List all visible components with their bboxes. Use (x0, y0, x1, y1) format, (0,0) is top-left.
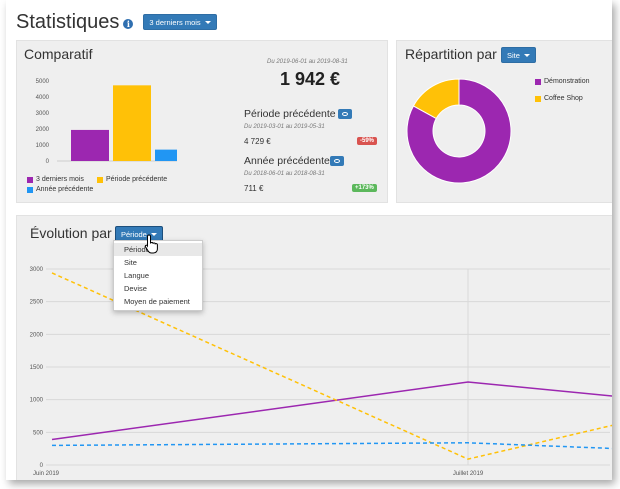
repartition-dropdown-label: Site (507, 50, 520, 60)
legend-item-periode-precedente: Période précédente (97, 176, 167, 183)
pie-slice (406, 78, 512, 184)
hand-cursor-icon (144, 234, 158, 254)
comparatif-bar-chart: 0 1000 2000 3000 4000 5000 (36, 79, 177, 165)
previous-year-dates: Du 2018-06-01 au 2018-08-31 (244, 171, 325, 177)
bar-y-tick-label: 2000 (36, 127, 50, 133)
previous-year-badge: +173% (352, 184, 377, 192)
legend-swatch-yellow (535, 95, 541, 102)
current-date-range: Du 2019-06-01 au 2019-08-31 (267, 59, 348, 65)
statistics-page: Statistiques i 3 derniers mois Comparati… (6, 0, 612, 480)
x-tick-label: Juillet 2019 (453, 471, 484, 477)
x-tick-label: Juin 2019 (33, 471, 60, 477)
pie-slice (412, 78, 460, 120)
legend-item-coffee-shop: Coffee Shop (535, 95, 583, 102)
previous-period-badge: -59% (357, 137, 378, 145)
series-line (51, 272, 612, 460)
chevron-down-icon (150, 232, 157, 236)
legend-swatch-yellow (97, 176, 103, 183)
page-title: Statistiques (16, 10, 120, 33)
y-tick-label: 0 (40, 463, 44, 469)
bar-y-tick-label: 0 (46, 159, 50, 165)
dropdown-item-devise[interactable]: Devise (124, 284, 147, 293)
legend-swatch-purple (27, 176, 33, 183)
bar-y-tick-label: 4000 (36, 95, 50, 101)
eye-icon[interactable] (330, 156, 344, 166)
legend-label: Coffee Shop (544, 95, 583, 102)
y-tick-label: 2000 (30, 332, 44, 338)
bar-y-tick-label: 5000 (36, 79, 50, 85)
dropdown-item-moyen-de-paiement[interactable]: Moyen de paiement (124, 297, 190, 306)
legend-item-annee-precedente: Année précédente (27, 186, 93, 193)
previous-period-value: 4 729 € (244, 137, 271, 146)
previous-period-dates: Du 2019-03-01 au 2019-05-31 (244, 124, 325, 130)
comparatif-title: Comparatif (24, 46, 93, 62)
legend-item-demonstration: Démonstration (535, 78, 590, 85)
series-line (51, 442, 612, 450)
legend-swatch-blue (27, 186, 33, 193)
legend-label: Année précédente (36, 186, 94, 193)
eye-icon[interactable] (338, 109, 352, 119)
series-line (51, 381, 612, 441)
info-icon[interactable]: i (123, 18, 134, 29)
range-dropdown-button[interactable]: 3 derniers mois (143, 14, 217, 30)
y-tick-label: 3000 (30, 267, 44, 273)
evolution-title: Évolution par (30, 225, 112, 241)
page-header: Statistiques i 3 derniers mois (16, 10, 217, 34)
repartition-dropdown-button[interactable]: Site (501, 47, 536, 63)
y-tick-label: 2500 (30, 300, 44, 306)
chevron-down-icon (523, 53, 530, 57)
bar (155, 149, 177, 161)
bar-y-tick-label: 3000 (36, 111, 50, 117)
dropdown-item-langue[interactable]: Langue (124, 271, 150, 280)
evolution-dropdown-menu: Période Site Langue Devise Moyen de paie… (113, 240, 203, 311)
bar (113, 85, 151, 161)
range-dropdown-label: 3 derniers mois (149, 17, 201, 27)
repartition-panel: Répartition par Site Démonstration Coffe… (396, 40, 612, 203)
dropdown-item-periode[interactable]: Période (114, 243, 202, 256)
evolution-line-chart: 0 500 1000 1500 2000 2500 3000 Juin 2019 Juillet… (30, 267, 612, 477)
evolution-dropdown-label: Période (121, 229, 147, 239)
comparatif-panel: Comparatif 0 1000 2000 3000 4000 5000 3 derni… (16, 40, 388, 203)
bar-y-tick-label: 1000 (36, 143, 50, 149)
previous-period-label: Période précédente (244, 108, 336, 120)
y-tick-label: 1000 (30, 398, 44, 404)
legend-label: Démonstration (544, 78, 590, 85)
repartition-donut-chart (406, 78, 512, 184)
bar (71, 129, 109, 161)
legend-label: Période précédente (106, 176, 168, 183)
legend-label: 3 derniers mois (36, 176, 84, 183)
previous-year-label: Année précédente (244, 155, 330, 167)
legend-item-3-derniers-mois: 3 derniers mois (27, 176, 84, 183)
previous-year-value: 711 € (244, 184, 264, 193)
dropdown-item-site[interactable]: Site (124, 258, 137, 267)
legend-swatch-purple (535, 78, 541, 85)
y-tick-label: 500 (33, 430, 44, 436)
chevron-down-icon (204, 20, 211, 24)
current-total: 1 942 € (280, 69, 341, 89)
y-tick-label: 1500 (30, 365, 44, 371)
repartition-title: Répartition par (405, 46, 497, 62)
